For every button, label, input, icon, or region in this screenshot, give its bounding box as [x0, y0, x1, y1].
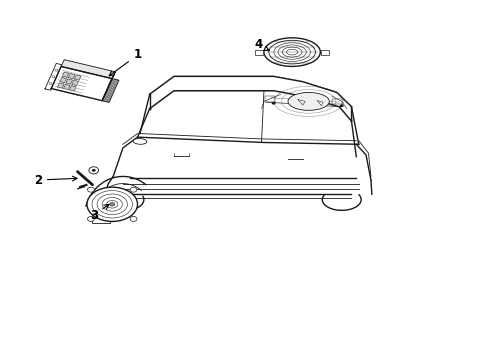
Polygon shape — [63, 84, 70, 90]
Text: 2: 2 — [34, 174, 77, 186]
Polygon shape — [58, 83, 64, 88]
FancyBboxPatch shape — [92, 201, 110, 222]
Polygon shape — [149, 76, 351, 121]
Polygon shape — [62, 72, 69, 77]
Polygon shape — [66, 79, 72, 84]
Bar — [321, 50, 328, 55]
Circle shape — [130, 187, 137, 192]
Text: 1: 1 — [109, 49, 142, 76]
Ellipse shape — [287, 93, 329, 111]
Circle shape — [87, 187, 94, 192]
Circle shape — [87, 216, 94, 221]
Circle shape — [92, 169, 96, 172]
Polygon shape — [68, 73, 75, 79]
Polygon shape — [60, 77, 66, 83]
Ellipse shape — [133, 139, 146, 144]
Polygon shape — [45, 63, 61, 90]
Circle shape — [89, 167, 99, 174]
Text: 3: 3 — [89, 204, 109, 221]
Ellipse shape — [264, 38, 320, 66]
Text: 4: 4 — [253, 39, 268, 51]
Polygon shape — [61, 60, 115, 78]
Circle shape — [130, 216, 137, 221]
Polygon shape — [74, 75, 81, 80]
Polygon shape — [72, 80, 78, 86]
Polygon shape — [102, 78, 119, 102]
Circle shape — [271, 102, 275, 105]
Bar — [264, 96, 274, 102]
Bar — [331, 99, 341, 104]
Polygon shape — [51, 67, 112, 101]
Polygon shape — [69, 86, 76, 91]
Ellipse shape — [87, 187, 137, 221]
Polygon shape — [102, 72, 115, 101]
Circle shape — [339, 104, 343, 107]
Ellipse shape — [109, 203, 115, 206]
Bar — [255, 50, 263, 55]
